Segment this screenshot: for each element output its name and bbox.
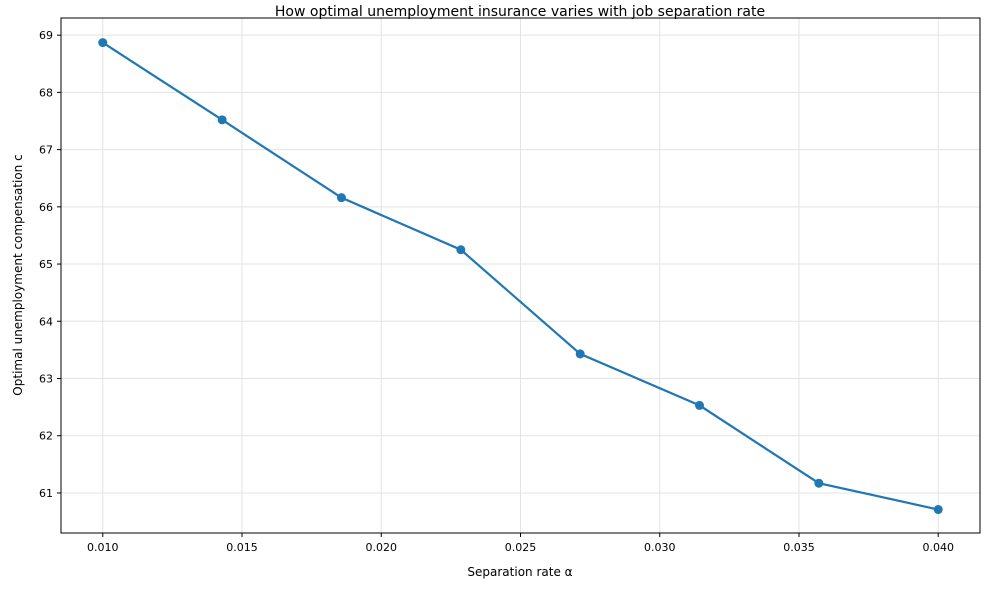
series-line xyxy=(102,41,939,511)
y-tick-label: 68 xyxy=(39,86,53,99)
chart-title: How optimal unemployment insurance varie… xyxy=(275,4,765,20)
y-tick-label: 63 xyxy=(39,373,53,386)
series xyxy=(98,38,943,515)
data-point xyxy=(814,478,824,488)
x-tick-label: 0.030 xyxy=(644,541,676,554)
y-tick-label: 66 xyxy=(39,201,53,214)
x-axis-label: Separation rate α xyxy=(467,565,572,579)
data-point xyxy=(933,505,943,515)
y-tick-label: 64 xyxy=(39,315,53,328)
data-point xyxy=(336,193,346,203)
data-point xyxy=(575,349,585,359)
y-tick-label: 61 xyxy=(39,487,53,500)
x-tick-label: 0.025 xyxy=(505,541,537,554)
data-point xyxy=(695,400,705,410)
y-tick-label: 65 xyxy=(39,258,53,271)
grid xyxy=(61,18,980,533)
axis-ticks: 0.010 0.015 0.020 0.025 0.030 0.035 0.040 61 62 6… xyxy=(39,29,954,554)
data-point xyxy=(217,115,227,125)
x-tick-label: 0.020 xyxy=(366,541,398,554)
data-point xyxy=(456,245,466,255)
y-tick-label: 69 xyxy=(39,29,53,42)
y-tick-label: 62 xyxy=(39,430,53,443)
y-axis-label: Optimal unemployment compensation c xyxy=(11,154,25,395)
data-point xyxy=(98,38,108,48)
x-tick-label: 0.010 xyxy=(87,541,119,554)
y-tick-label: 67 xyxy=(39,144,53,157)
x-tick-label: 0.035 xyxy=(783,541,815,554)
x-tick-label: 0.015 xyxy=(226,541,258,554)
x-tick-label: 0.040 xyxy=(922,541,954,554)
